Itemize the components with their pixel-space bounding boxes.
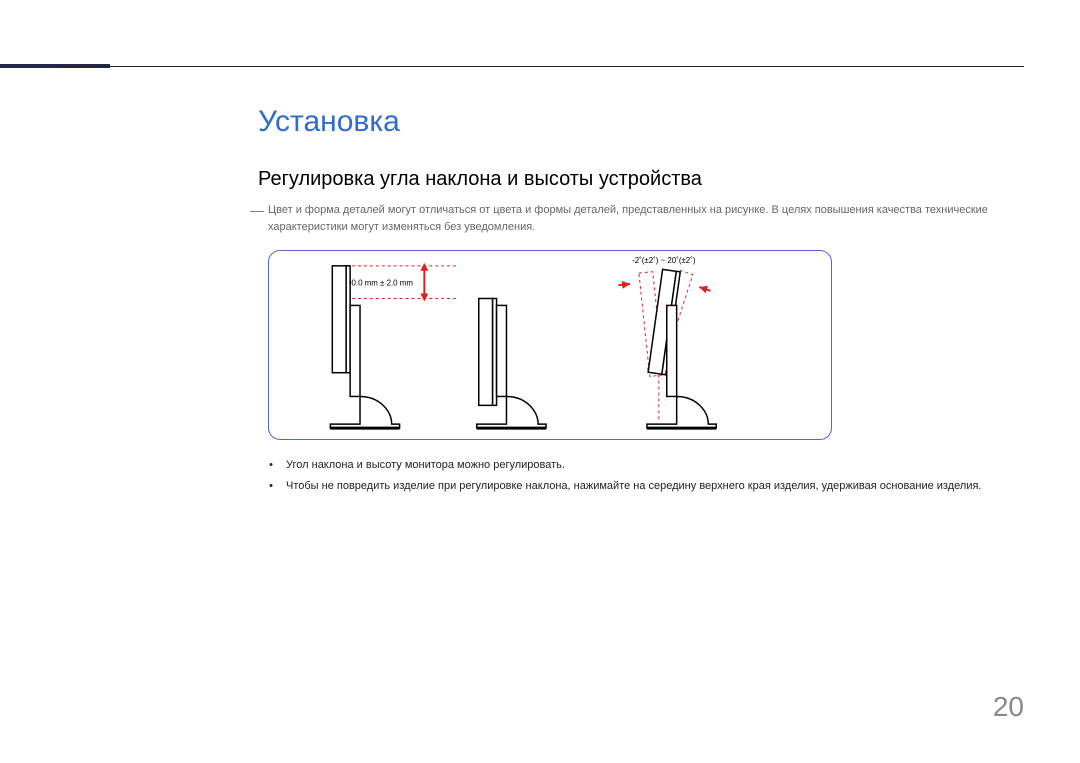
bullet-dot-icon: • <box>268 455 274 476</box>
page-title: Установка <box>258 105 400 139</box>
note-text: Цвет и форма деталей могут отличаться от… <box>268 202 1024 235</box>
bullet-text: Угол наклона и высоту монитора можно рег… <box>286 455 565 476</box>
bullet-list: • Угол наклона и высоту монитора можно р… <box>268 455 1024 497</box>
bullet-dot-icon: • <box>268 476 274 497</box>
note-dash: ― <box>250 202 264 218</box>
diagram-panel-3 <box>618 269 716 428</box>
bullet-item: • Чтобы не повредить изделие при регулир… <box>268 476 1024 497</box>
page-number: 20 <box>993 691 1024 723</box>
diagram-panel-1 <box>330 266 399 428</box>
adjustment-diagram: 100.0 mm ± 2.0 mm -2˚(±2˚ <box>269 251 831 439</box>
bullet-item: • Угол наклона и высоту монитора можно р… <box>268 455 1024 476</box>
header-rule <box>56 66 1024 67</box>
diagram-panel-2 <box>477 298 546 428</box>
section-heading: Регулировка угла наклона и высоты устрой… <box>258 168 702 191</box>
bullet-text: Чтобы не повредить изделие при регулиров… <box>286 476 981 497</box>
height-label: 100.0 mm ± 2.0 mm <box>343 279 414 288</box>
page: Установка Регулировка угла наклона и выс… <box>0 0 1080 763</box>
diagram-container: 100.0 mm ± 2.0 mm -2˚(±2˚ <box>268 250 832 440</box>
tilt-label: -2˚(±2˚) ~ 20˚(±2˚) <box>632 256 696 265</box>
